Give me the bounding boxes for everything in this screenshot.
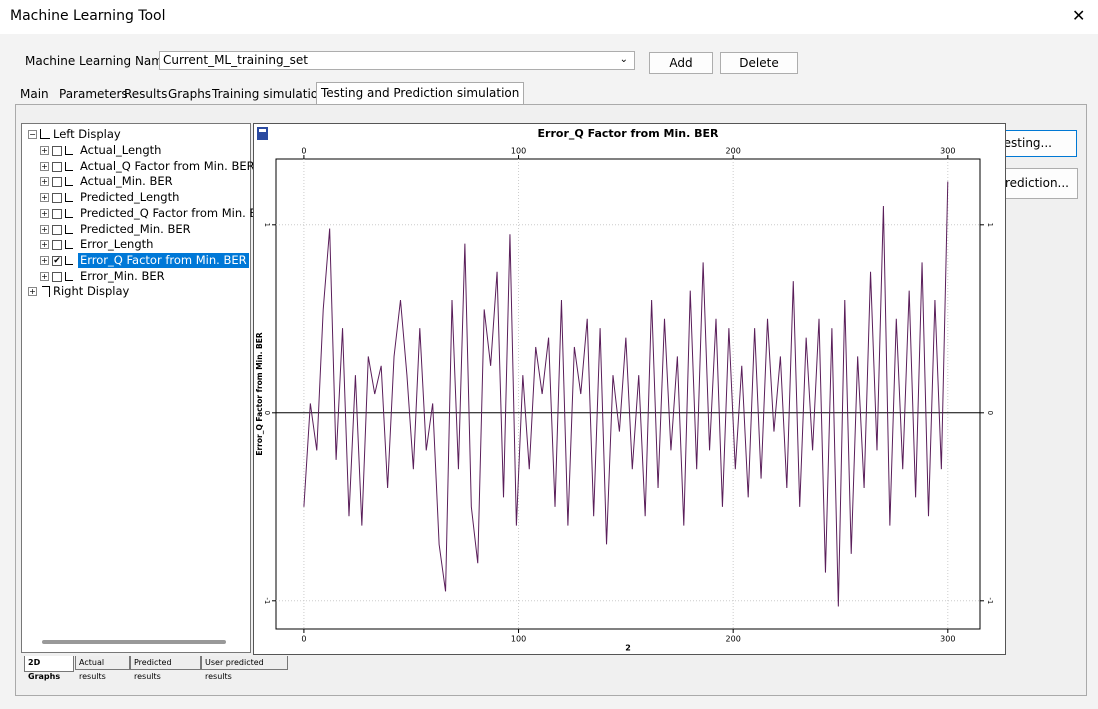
right-icon [42, 286, 50, 297]
expander[interactable]: + [40, 146, 49, 155]
graph-icon [65, 162, 73, 171]
chart: Error_Q Factor from Min. BER 2 Error_Q F… [253, 123, 1006, 655]
plot-area [276, 159, 980, 629]
item-label: Actual_Q Factor from Min. BER [78, 159, 257, 174]
right-label: Right Display [53, 284, 129, 299]
checkbox[interactable] [52, 209, 62, 219]
expander[interactable]: + [28, 287, 37, 296]
item-label: Actual_Min. BER [78, 174, 175, 189]
add-button[interactable]: Add [649, 52, 713, 74]
item-label: Error_Q Factor from Min. BER [78, 253, 249, 268]
checkbox[interactable] [52, 240, 62, 250]
graph-icon [65, 240, 73, 249]
tree-item[interactable]: + Error_Length [40, 237, 250, 252]
graph-icon [65, 272, 73, 281]
checkbox[interactable] [52, 225, 62, 235]
x-tick-label-top: 100 [511, 147, 526, 156]
x-axis-label: 2 [625, 644, 631, 653]
x-tick-label: 100 [511, 635, 526, 644]
window-title: Machine Learning Tool [10, 8, 165, 24]
checkbox[interactable] [52, 146, 62, 156]
checkbox[interactable] [52, 272, 62, 282]
name-value: Current_ML_training_set [163, 53, 308, 67]
expander[interactable]: + [40, 193, 49, 202]
y-tick-label: 0 [263, 411, 271, 415]
tab[interactable]: Testing and Prediction simulation [316, 82, 524, 105]
tree-panel: − Left Display + Actual_Length+Actual_Q Fac… [21, 123, 251, 653]
item-label: Predicted_Min. BER [78, 222, 193, 237]
tree-item[interactable]: + Actual_Length [40, 143, 250, 158]
x-tick-label-top: 0 [301, 147, 306, 156]
root-label: Left Display [53, 127, 121, 142]
y-tick-label-right: 0 [986, 411, 994, 415]
tree-item[interactable]: + Predicted_Length [40, 190, 250, 205]
name-label: Machine Learning Name: [25, 54, 174, 68]
graph-icon [65, 146, 73, 155]
tab[interactable]: Main [20, 84, 49, 104]
x-tick-label: 0 [301, 635, 306, 644]
expander[interactable]: + [40, 162, 49, 171]
tree-root[interactable]: − Left Display [28, 127, 228, 142]
x-tick-label: 300 [940, 635, 955, 644]
tree-item[interactable]: +✔ Error_Q Factor from Min. BER [40, 253, 250, 268]
graph-icon [65, 256, 73, 265]
x-tick-label-top: 200 [726, 147, 741, 156]
checkbox[interactable] [52, 193, 62, 203]
graph-icon [65, 177, 73, 186]
graph-icon [65, 209, 73, 218]
item-label: Error_Min. BER [78, 269, 167, 284]
tab[interactable]: Parameters [59, 84, 128, 104]
expander[interactable]: + [40, 225, 49, 234]
scrollbar[interactable] [42, 640, 226, 644]
expander[interactable]: + [40, 272, 49, 281]
chart-border [254, 124, 1006, 655]
y-axis-label: Error_Q Factor from Min. BER [255, 332, 264, 456]
item-label: Predicted_Q Factor from Min. BER [78, 206, 275, 221]
name-dropdown[interactable]: Current_ML_training_set ⌄ [159, 51, 635, 70]
graph-icon [65, 225, 73, 234]
item-label: Predicted_Length [78, 190, 181, 205]
y-tick-label-right: -1 [986, 597, 994, 604]
chart-icon-detail [259, 129, 266, 132]
y-tick-label: -1 [263, 597, 271, 604]
expander[interactable]: + [40, 256, 49, 265]
delete-button[interactable]: Delete [720, 52, 798, 74]
tree-item[interactable]: +Actual_Q Factor from Min. BER [40, 159, 250, 174]
x-tick-label: 200 [726, 635, 741, 644]
x-tick-label-top: 300 [940, 147, 955, 156]
chart-title: Error_Q Factor from Min. BER [538, 127, 719, 140]
tree-item[interactable]: + Actual_Min. BER [40, 174, 250, 189]
checkbox[interactable] [52, 162, 62, 172]
tree: − Left Display + Actual_Length+Actual_Q Fac… [22, 124, 250, 644]
bottom-tab[interactable]: 2D Graphs [24, 656, 74, 672]
item-label: Error_Length [78, 237, 155, 252]
tree-item[interactable]: + Predicted_Min. BER [40, 222, 250, 237]
tree-item[interactable]: + Error_Min. BER [40, 269, 250, 284]
bottom-tab[interactable]: Actual results [75, 656, 130, 670]
dropdown-arrow: ⌄ [620, 51, 628, 68]
expander[interactable]: + [40, 240, 49, 249]
y-tick-label-right: 1 [986, 223, 994, 227]
chart-icon[interactable] [257, 127, 268, 140]
data-line [304, 182, 948, 607]
graph-icon [65, 193, 73, 202]
item-label: Actual_Length [78, 143, 163, 158]
y-tick-label: 1 [263, 223, 271, 227]
expander[interactable]: − [28, 130, 37, 139]
expander[interactable]: + [40, 177, 49, 186]
tree-right[interactable]: + Right Display [28, 284, 228, 299]
root-icon [40, 129, 50, 139]
tab[interactable]: Graphs [168, 84, 211, 104]
tab[interactable]: Training simulation [212, 84, 326, 104]
checkbox[interactable] [52, 177, 62, 187]
tab[interactable]: Results [124, 84, 167, 104]
bottom-tab[interactable]: User predicted results [201, 656, 288, 670]
expander[interactable]: + [40, 209, 49, 218]
tree-item[interactable]: +Predicted_Q Factor from Min. BER [40, 206, 250, 221]
bottom-tab[interactable]: Predicted results [130, 656, 201, 670]
close-button[interactable]: ✕ [1072, 6, 1085, 25]
checkbox[interactable]: ✔ [52, 256, 62, 266]
